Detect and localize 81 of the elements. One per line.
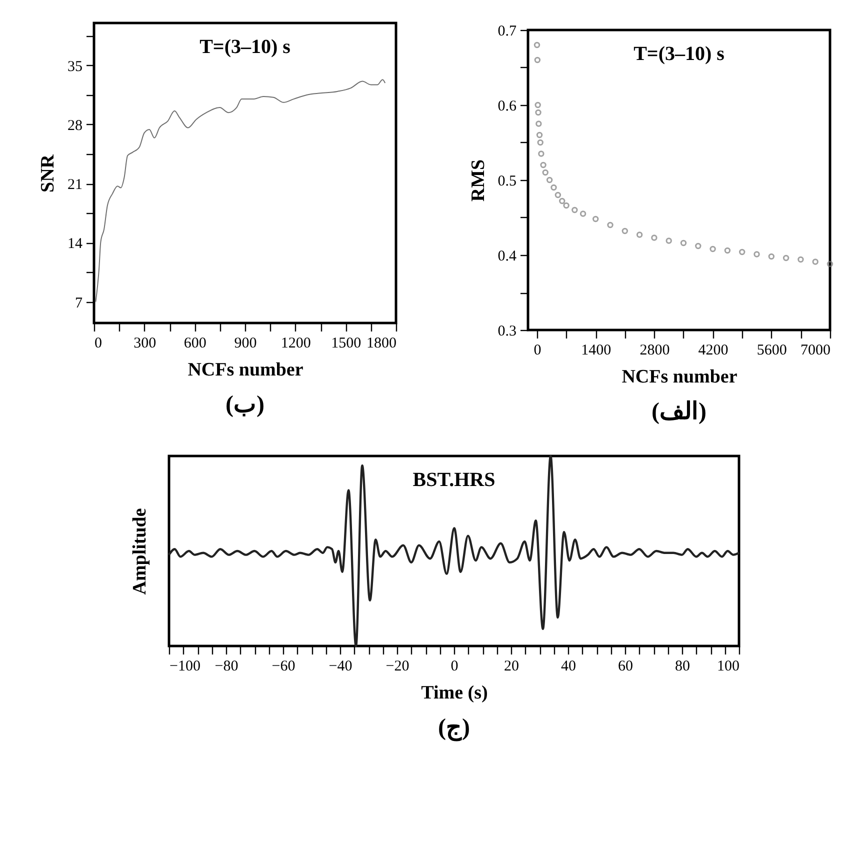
point (592, 216, 599, 222)
point (651, 234, 658, 241)
x-tick-label: −20 (386, 658, 410, 674)
point (546, 176, 553, 184)
x-tick-label: 0 (94, 336, 102, 352)
y-tick-label: 21 (68, 177, 82, 194)
x-tick-label: 5600 (756, 342, 787, 358)
line-series (95, 79, 386, 302)
x-axis-title: Time (s) (421, 682, 488, 704)
x-tick-label: 1400 (581, 342, 612, 358)
point (798, 256, 804, 263)
y-axis-title: Amplitude (130, 508, 150, 595)
point (537, 139, 544, 146)
point (826, 260, 834, 268)
point (563, 202, 570, 209)
point (812, 258, 818, 265)
point (542, 169, 548, 176)
point (782, 254, 790, 262)
y-tick-label: 14 (68, 236, 83, 252)
point (739, 248, 746, 256)
x-tick-label: 40 (561, 658, 576, 674)
x-tick-label: 1800 (366, 336, 396, 352)
x-tick-label: −80 (214, 658, 238, 674)
x-tick-label: 0 (450, 658, 458, 674)
point (559, 198, 566, 204)
y-tick-label: 0.7 (498, 24, 517, 40)
point (536, 120, 542, 127)
point (710, 246, 716, 252)
x-tick-label: 7000 (800, 342, 830, 358)
y-tick-label: 7 (75, 295, 83, 312)
x-tick-label: 900 (234, 336, 257, 352)
point (540, 162, 546, 168)
x-tick-label: −100 (170, 658, 200, 674)
x-tick-label: 300 (134, 336, 156, 352)
text: BST.HRS (412, 469, 496, 491)
point (666, 238, 672, 244)
y-axis-title: RMS (468, 159, 489, 202)
y-tick-label: 0.3 (498, 324, 516, 340)
x-tick-label: 60 (618, 658, 633, 674)
y-tick-label: 0.4 (498, 248, 517, 264)
x-axis-title: NCFs number (622, 366, 738, 388)
point (680, 240, 687, 246)
y-tick-label: 28 (68, 118, 82, 134)
x-axis-title: NCFs number (188, 360, 304, 380)
y-tick-label: 0.6 (498, 98, 517, 114)
point (754, 251, 760, 258)
point (550, 184, 557, 191)
text: (ب) (226, 392, 264, 418)
point (622, 228, 628, 234)
point (554, 192, 562, 198)
point (536, 132, 543, 138)
x-tick-label: 0 (534, 342, 542, 358)
x-tick-label: 4200 (698, 342, 728, 358)
x-tick-label: 100 (717, 658, 740, 674)
x-tick-label: 600 (184, 336, 206, 352)
x-tick-label: 80 (675, 658, 690, 674)
point (636, 232, 643, 238)
point (535, 109, 542, 116)
text: T=(3–10) s (634, 43, 725, 65)
point (534, 102, 541, 108)
x-tick-label: 1500 (331, 336, 362, 352)
x-tick-label: 1200 (280, 336, 311, 352)
x-tick-label: 2800 (640, 342, 670, 358)
point (607, 222, 614, 228)
point (534, 42, 540, 48)
x-tick-label: −60 (272, 658, 296, 674)
y-tick-label: 35 (68, 58, 82, 75)
point (768, 253, 774, 260)
text: (الف) (652, 399, 706, 425)
x-tick-label: −40 (328, 658, 352, 674)
point (724, 247, 731, 254)
point (572, 206, 578, 214)
point (534, 56, 541, 64)
text: (ج) (438, 715, 470, 742)
x-tick-label: 20 (504, 658, 519, 674)
point (695, 242, 702, 250)
y-tick-label: 0.5 (498, 174, 516, 190)
point (580, 210, 586, 217)
y-axis-title: SNR (38, 154, 58, 193)
text: T=(3–10) s (200, 36, 291, 58)
point (538, 150, 544, 157)
